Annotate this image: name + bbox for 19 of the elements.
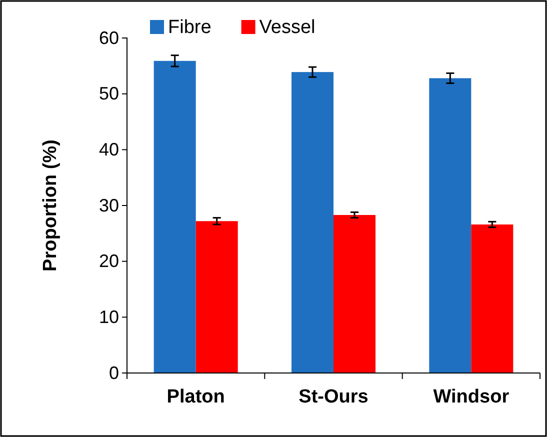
legend-label: Vessel (259, 17, 316, 38)
y-tick-label: 20 (98, 251, 119, 272)
bar (429, 78, 472, 373)
y-tick-label: 30 (98, 195, 119, 216)
bar (292, 72, 334, 373)
x-tick-label: Windsor (433, 386, 510, 408)
y-tick-label: 50 (98, 84, 119, 104)
y-tick-label: 10 (98, 306, 119, 327)
y-tick-label: 0 (108, 362, 119, 383)
y-tick-label: 60 (98, 28, 119, 48)
bar (196, 221, 238, 373)
bar (471, 224, 514, 373)
y-tick-label: 40 (98, 139, 119, 160)
bar (154, 60, 196, 373)
x-tick-label: St-Ours (298, 386, 368, 408)
y-axis-title: Proportion (%) (40, 140, 61, 272)
bar (334, 214, 376, 373)
x-tick-label: Platon (166, 386, 225, 408)
legend-label: Fibre (168, 17, 212, 38)
